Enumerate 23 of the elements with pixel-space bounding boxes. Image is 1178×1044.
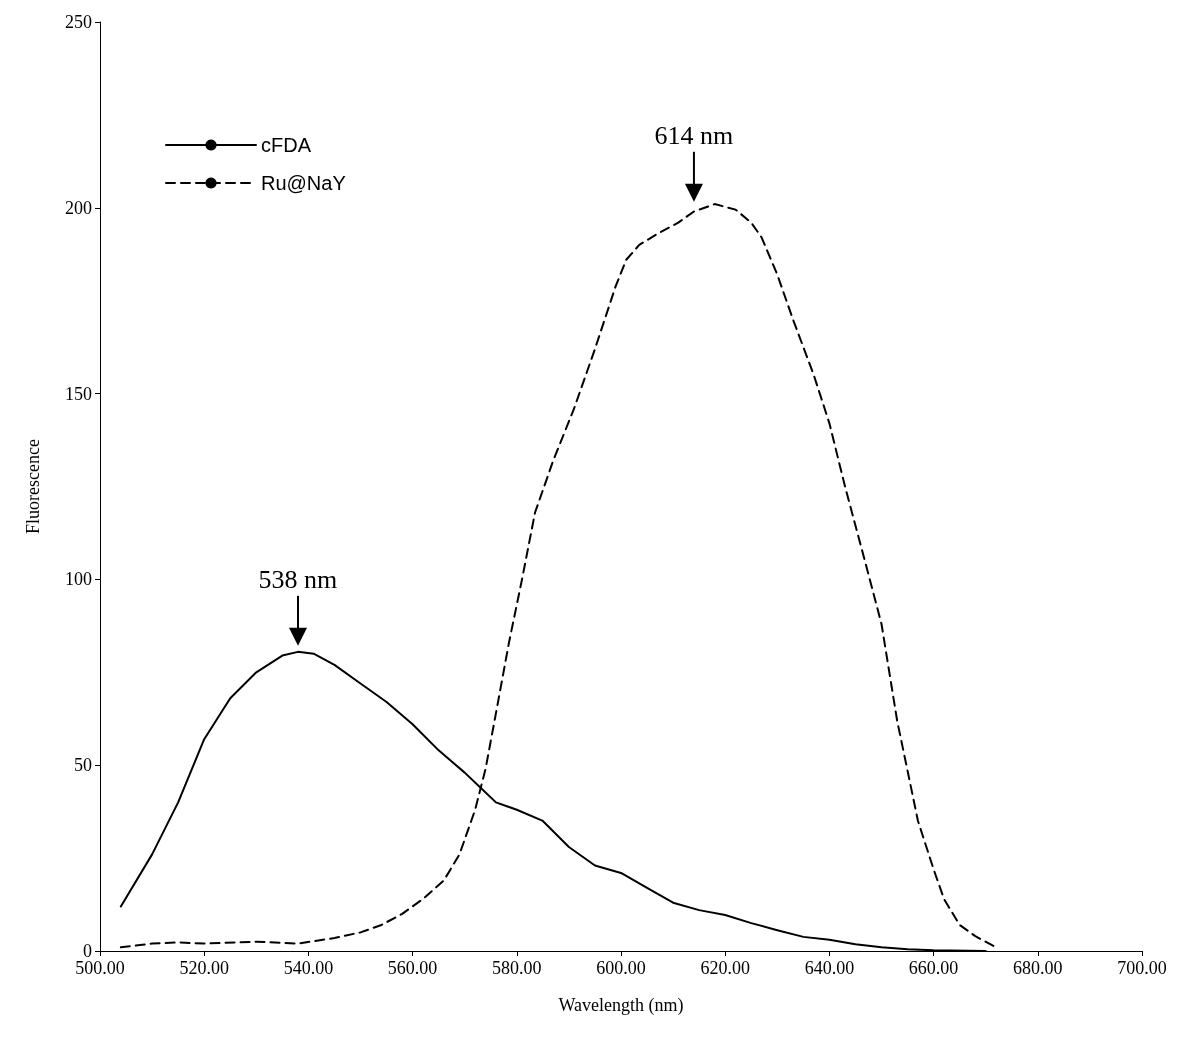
x-axis-title: Wavelength (nm) [558, 995, 684, 1016]
x-tick-label: 660.00 [908, 958, 959, 978]
x-tick-label: 560.00 [387, 958, 438, 978]
y-tick-label: 200 [65, 197, 92, 218]
annotation: 614 nm [654, 120, 734, 150]
y-tick-label: 100 [65, 569, 92, 590]
x-tick-label: 580.00 [492, 958, 542, 978]
x-tick-label: 640.00 [804, 958, 855, 978]
legend-label: cFDA [261, 134, 312, 156]
y-tick-label: 150 [65, 383, 92, 404]
y-tick-label: 250 [65, 12, 92, 32]
legend-label: Ru@NaY [261, 172, 346, 194]
y-tick-label: 50 [74, 755, 92, 776]
x-tick-label: 620.00 [700, 958, 750, 978]
x-tick-label: 600.00 [596, 958, 646, 978]
x-tick-label: 700.00 [1117, 958, 1167, 978]
x-tick-label: 520.00 [179, 958, 229, 978]
annotation: 538 nm [258, 564, 338, 594]
x-tick-label: 540.00 [283, 958, 334, 978]
y-tick-label: 0 [83, 941, 92, 961]
y-axis-title: Fluorescence [23, 439, 43, 534]
x-tick-label: 680.00 [1013, 958, 1063, 978]
x-tick-label: 500.00 [75, 958, 125, 978]
